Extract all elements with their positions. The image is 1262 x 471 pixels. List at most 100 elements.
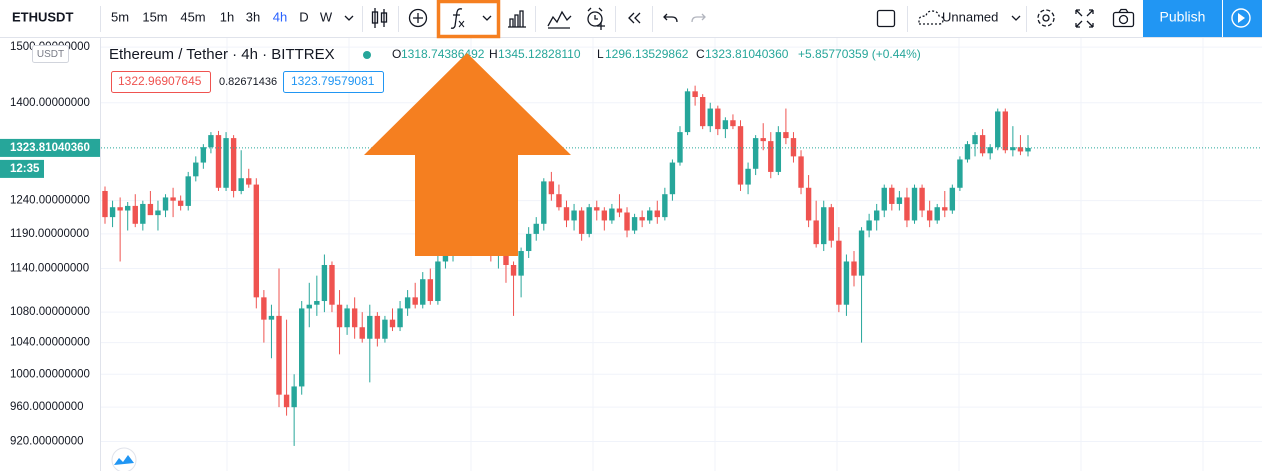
alert-button[interactable]	[587, 7, 605, 30]
interval[interactable]: 4h	[273, 9, 287, 24]
candle-body	[268, 315, 275, 320]
candle-body	[283, 394, 290, 408]
candle-body	[261, 297, 267, 320]
candle-body	[578, 210, 585, 234]
interval[interactable]: 45m	[180, 9, 205, 24]
candle-body	[351, 308, 358, 328]
layout-dropdown[interactable]	[1011, 15, 1021, 21]
templates-button[interactable]	[547, 10, 572, 29]
publish-button[interactable]	[1143, 0, 1222, 37]
candle-body	[631, 217, 638, 231]
chart-type-button[interactable]	[371, 8, 388, 28]
candle-body	[442, 254, 449, 262]
candle-body	[684, 91, 691, 133]
candle-body	[230, 138, 237, 191]
candle-body	[541, 181, 547, 224]
candle-body	[435, 261, 441, 302]
candle-body	[374, 315, 381, 339]
ohlc-key: L	[597, 47, 604, 61]
candle-body	[193, 162, 199, 177]
icon	[1231, 8, 1251, 28]
candle-body	[737, 126, 744, 185]
undo-button[interactable]	[663, 13, 678, 23]
icon	[587, 11, 603, 27]
candle-body	[397, 308, 403, 328]
symbol-title: Ethereum / Tether · 4h · BITTREX	[109, 46, 335, 63]
candle-body	[858, 230, 865, 276]
tradingview-logo[interactable]	[111, 447, 137, 471]
indicators-button[interactable]	[450, 8, 492, 29]
candle-body	[124, 205, 131, 211]
icon	[547, 10, 572, 29]
candle-body	[836, 240, 842, 305]
candle-body	[404, 297, 411, 309]
currency-tag[interactable]	[32, 45, 69, 63]
interval[interactable]: 15m	[142, 9, 167, 24]
interval[interactable]: 1h	[220, 9, 234, 24]
candle-body	[253, 184, 260, 298]
candle-body	[715, 108, 721, 130]
redo-button[interactable]	[691, 13, 706, 23]
financials-button[interactable]	[508, 10, 526, 28]
candle-body	[654, 210, 660, 218]
snapshot-button[interactable]	[1112, 8, 1135, 28]
replay-button[interactable]	[628, 12, 641, 24]
ohlc-key: O	[392, 47, 401, 61]
candle-body	[510, 264, 517, 276]
interval[interactable]: D	[299, 9, 308, 24]
icon	[1238, 13, 1245, 23]
candle-body	[109, 207, 116, 218]
icon	[380, 12, 388, 23]
candle-body	[896, 197, 903, 204]
candle-body	[215, 135, 222, 188]
candle-body	[132, 205, 138, 224]
candle-body	[382, 319, 388, 339]
candle-body	[1017, 147, 1024, 152]
candle-body	[306, 304, 312, 309]
y-tick-label: 1080.00000000	[10, 306, 90, 318]
ohlc-value: 1323.81040360	[705, 47, 789, 61]
settings-button[interactable]	[1037, 9, 1055, 27]
y-tick-label: 1140.00000000	[10, 263, 89, 275]
candle-body	[563, 207, 570, 221]
candle-body	[798, 156, 804, 188]
y-tick-label: 1240.00000000	[10, 195, 90, 207]
last-price-label: 1323.81040360 12:35	[0, 138, 100, 178]
interval[interactable]: 3h	[246, 9, 260, 24]
candle-body	[949, 187, 956, 211]
candle-body	[571, 210, 577, 221]
change: +5.85770359 (+0.44%)	[798, 47, 921, 61]
interval[interactable]: 5m	[111, 9, 129, 24]
compare-button[interactable]	[408, 8, 428, 28]
highlight-box	[436, 0, 501, 39]
icon	[1112, 11, 1135, 28]
candle-body	[1002, 111, 1009, 151]
candle-body	[677, 132, 683, 163]
candle-body	[745, 168, 751, 185]
candle-body	[926, 210, 933, 221]
y-tick-label: 1040.00000000	[10, 337, 90, 349]
layout-name[interactable]: Unnamed	[942, 9, 998, 24]
price-axis: 1500.000000001400.000000001240.000000001…	[0, 38, 101, 471]
candle-body	[427, 279, 434, 302]
symbol[interactable]: ETHUSDT	[12, 9, 73, 24]
interval-dropdown[interactable]	[344, 15, 354, 21]
fullscreen-button[interactable]	[1075, 9, 1094, 28]
interval[interactable]: W	[320, 9, 333, 24]
candle-body	[162, 197, 169, 211]
ohlc-key: H	[489, 47, 498, 61]
candle-body	[624, 212, 630, 231]
ohlc-value: 1345.12828110	[498, 47, 581, 61]
candle-body	[344, 308, 350, 328]
toolbar-background	[0, 0, 1262, 38]
legend: Ethereum / Tether · 4h · BITTREX 1322.96…	[109, 46, 921, 93]
indicator-value: 0.82671436	[219, 76, 277, 88]
select-button[interactable]	[876, 9, 896, 28]
icon	[1042, 14, 1050, 22]
candle-body	[669, 162, 676, 195]
candle-body	[276, 315, 282, 395]
candle-body	[321, 264, 328, 302]
candle-body	[768, 141, 774, 172]
